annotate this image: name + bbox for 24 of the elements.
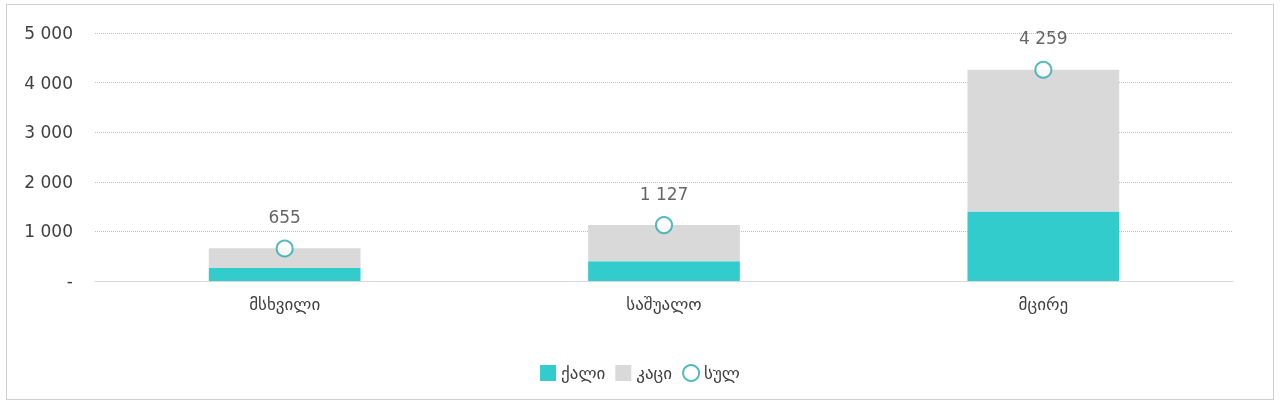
x-tick-label: მცირე (1018, 293, 1069, 314)
point (275, 239, 294, 258)
data-label: 655 (268, 207, 301, 228)
data-label: 1 127 (639, 183, 689, 204)
bar (967, 211, 1120, 281)
bar (967, 69, 1120, 212)
y-tick-label: 4 000 (24, 72, 73, 93)
x-tick-label: მსხვილი (249, 293, 321, 314)
legend-label: ქალი (561, 363, 606, 383)
legend-label: კაცი (636, 363, 673, 383)
legend-label: სულ (704, 363, 740, 383)
data-label: 4 259 (1019, 28, 1068, 49)
point (1034, 60, 1053, 79)
bar (208, 268, 361, 281)
y-tick-label: 3 000 (24, 122, 73, 143)
x-tick-label: საშუალო (626, 293, 702, 314)
point (655, 216, 673, 235)
bar (208, 248, 361, 269)
bar (588, 261, 740, 281)
y-tick-label: - (66, 271, 73, 291)
bar (588, 224, 740, 262)
y-tick-label: 1 000 (24, 221, 73, 242)
y-tick-label: 5 000 (24, 23, 73, 43)
y-tick-label: 2 000 (24, 171, 73, 192)
